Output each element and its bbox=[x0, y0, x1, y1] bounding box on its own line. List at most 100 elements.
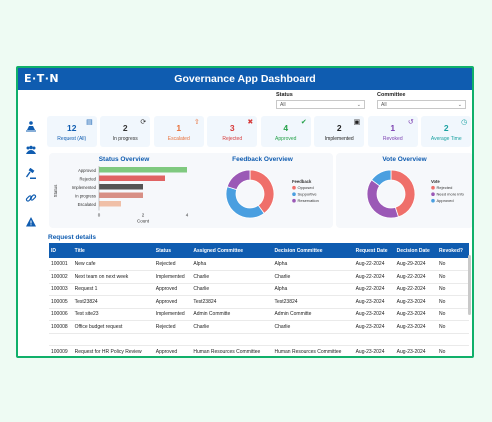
table-row[interactable]: 100003 Request 1 Approved Charlie Alpha Aug-2… bbox=[49, 283, 469, 296]
table-cell: No bbox=[437, 270, 469, 284]
link-icon[interactable] bbox=[20, 188, 42, 208]
table-cell: Implemented bbox=[153, 270, 192, 284]
status-bar bbox=[99, 167, 187, 173]
donut-slice bbox=[371, 169, 392, 187]
table-row[interactable]: 100008 Office budget request Rejected Charl… bbox=[49, 320, 469, 334]
sidebar-nav bbox=[20, 116, 42, 236]
column-header[interactable]: Status bbox=[153, 243, 192, 258]
donut-slice bbox=[226, 169, 251, 191]
table-cell: No bbox=[437, 308, 469, 321]
request-table: ID Title Status Assigned Committee Decision … bbox=[49, 243, 469, 356]
gavel-icon[interactable] bbox=[20, 164, 42, 184]
legend-label: Need more info bbox=[437, 192, 465, 197]
table-cell: Test23824 bbox=[272, 295, 354, 309]
table-cell bbox=[394, 333, 438, 346]
reject-icon: ✖ bbox=[247, 119, 254, 126]
table-cell: Charlie bbox=[191, 270, 273, 284]
status-bar bbox=[99, 201, 121, 207]
table-cell: Human Resources Committee bbox=[191, 345, 273, 356]
kpi-value: 1 bbox=[390, 123, 396, 133]
status-overview-panel: Status Overview Approved Rejected Implemen… bbox=[49, 153, 199, 228]
table-cell: 100008 bbox=[49, 320, 73, 334]
kpi-value: 2 bbox=[122, 123, 128, 133]
legend-label: Opposed bbox=[298, 185, 314, 190]
table-cell: No bbox=[437, 295, 469, 309]
table-body: 100001 New cafe Rejected Alpha Alpha Aug-22-2… bbox=[49, 258, 469, 356]
kpi-label: Revoked bbox=[382, 136, 403, 142]
table-row[interactable] bbox=[49, 333, 469, 346]
kpi-label: In progress bbox=[112, 136, 138, 142]
table-cell: Aug-23-2024 bbox=[394, 345, 438, 356]
table-cell: Test23824 bbox=[191, 295, 273, 309]
table-cell: No bbox=[437, 258, 469, 271]
column-header[interactable]: Decision Committee bbox=[272, 243, 354, 258]
column-header[interactable]: Assigned Committee bbox=[191, 243, 273, 258]
status-category-label: Rejected bbox=[79, 177, 96, 182]
table-row[interactable]: 100001 New cafe Rejected Alpha Alpha Aug-22-2… bbox=[49, 258, 469, 271]
table-row[interactable]: 100005 Test23824 Approved Test23824 Test2382… bbox=[49, 295, 469, 309]
warning-icon[interactable] bbox=[20, 212, 42, 232]
status-bar-chart: Approved Rejected Implemented In progress Es… bbox=[53, 166, 189, 224]
feedback-overview-panel: Feedback Overview Feedback Opposed Support… bbox=[192, 153, 333, 228]
kpi-card-approved[interactable]: ✔ 4 Approved bbox=[260, 116, 311, 147]
table-cell: 100002 bbox=[49, 270, 73, 284]
x-tick-label: 2 bbox=[142, 213, 145, 218]
table-scrollbar[interactable] bbox=[468, 255, 471, 315]
kpi-card-rejected[interactable]: ✖ 3 Rejected bbox=[207, 116, 258, 147]
donut-slice bbox=[366, 179, 399, 219]
table-cell bbox=[437, 333, 469, 346]
table-cell: Aug-23-2024 bbox=[353, 345, 395, 356]
table-cell: Aug-23-2024 bbox=[353, 308, 395, 321]
x-tick-label: 4 bbox=[186, 213, 189, 218]
kpi-value: 12 bbox=[67, 123, 77, 133]
people-group-icon[interactable] bbox=[20, 116, 42, 136]
kpi-card-revoked[interactable]: ↺ 1 Revoked bbox=[367, 116, 418, 147]
filter-bar: Status All ⌄ Committee All ⌄ bbox=[18, 90, 472, 112]
column-header[interactable]: Title bbox=[72, 243, 154, 258]
table-cell: Aug-22-2024 bbox=[353, 270, 395, 284]
table-cell: Approved bbox=[153, 295, 192, 309]
vote-overview-panel: Vote Overview Vote Rejected Need more info… bbox=[336, 153, 472, 228]
committee-filter: Committee All ⌄ bbox=[377, 92, 466, 109]
request-details-title: Request details bbox=[48, 234, 97, 241]
column-header[interactable]: Decision Date bbox=[394, 243, 438, 258]
table-row[interactable]: 100006 Test site23 Implemented Admin Commit… bbox=[49, 308, 469, 321]
team-icon[interactable] bbox=[20, 140, 42, 160]
status-filter-select[interactable]: All ⌄ bbox=[276, 100, 365, 109]
column-header[interactable]: Revoked? bbox=[437, 243, 469, 258]
kpi-card-implemented[interactable]: ▣ 2 Implemented bbox=[314, 116, 365, 147]
table-cell: Aug-22-2024 bbox=[394, 270, 438, 284]
status-category-label: In progress bbox=[75, 194, 96, 199]
table-cell: Charlie bbox=[272, 270, 354, 284]
title-bar: E·T·N Governance App Dashboard bbox=[18, 68, 472, 90]
kpi-card-average-time[interactable]: ◷ 2 Average Time bbox=[421, 116, 472, 147]
table-cell: Alpha bbox=[191, 258, 273, 271]
kpi-value: 2 bbox=[336, 123, 342, 133]
table-cell: Aug-22-2024 bbox=[353, 283, 395, 296]
status-filter-label: Status bbox=[276, 92, 293, 98]
legend-swatch bbox=[292, 198, 296, 203]
table-cell: 100006 bbox=[49, 308, 73, 321]
kpi-label: Approved bbox=[275, 136, 297, 142]
kpi-card-request-all[interactable]: ▤ 12 Request (All) bbox=[46, 116, 97, 147]
legend-label: Rejected bbox=[437, 185, 453, 190]
table-row[interactable]: 100009 Request for HR Policy Review Approv… bbox=[49, 345, 469, 356]
table-cell: Next team on next week bbox=[72, 270, 154, 284]
table-cell: Request 1 bbox=[72, 283, 154, 296]
table-cell: Charlie bbox=[191, 283, 273, 296]
table-cell: Test site23 bbox=[72, 308, 154, 321]
table-cell: 100005 bbox=[49, 295, 73, 309]
table-cell: New cafe bbox=[72, 258, 154, 271]
committee-filter-select[interactable]: All ⌄ bbox=[377, 100, 466, 109]
kpi-card-in-progress[interactable]: ⟳ 2 In progress bbox=[100, 116, 151, 147]
legend-swatch bbox=[431, 192, 435, 196]
table-row[interactable]: 100002 Next team on next week Implemented C… bbox=[49, 270, 469, 284]
table-cell: No bbox=[437, 320, 469, 334]
column-header[interactable]: Request Date bbox=[353, 243, 395, 258]
column-header[interactable]: ID bbox=[49, 243, 73, 258]
table-cell: Charlie bbox=[272, 320, 354, 334]
request-table-wrapper: ID Title Status Assigned Committee Decision … bbox=[49, 243, 469, 356]
donut-slice bbox=[225, 186, 265, 219]
kpi-card-escalated[interactable]: ⇧ 1 Escalated bbox=[153, 116, 204, 147]
